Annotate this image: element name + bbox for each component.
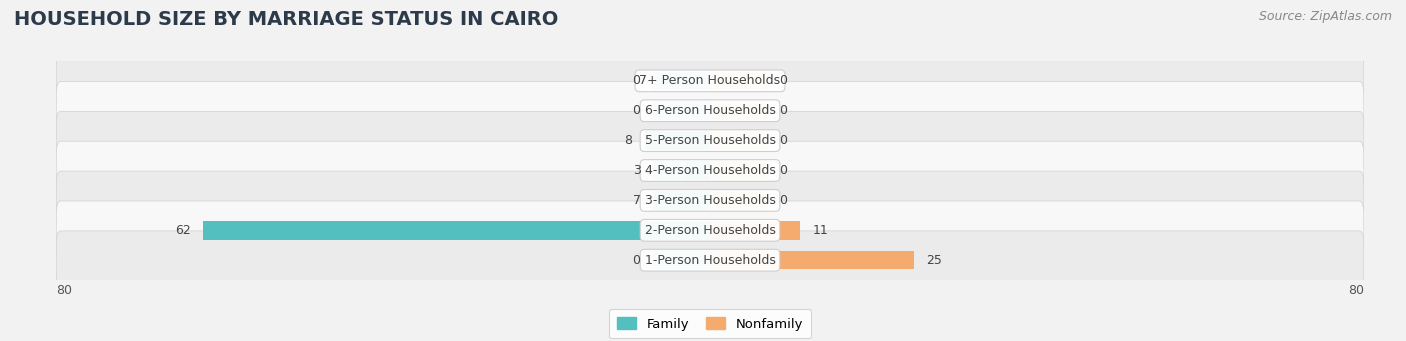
FancyBboxPatch shape — [56, 231, 1364, 290]
Text: 1-Person Households: 1-Person Households — [644, 254, 776, 267]
Bar — [710, 221, 768, 240]
Text: 0: 0 — [779, 74, 787, 87]
Bar — [204, 221, 710, 240]
Text: 6-Person Households: 6-Person Households — [644, 104, 776, 117]
Text: 0: 0 — [633, 104, 641, 117]
Text: 62: 62 — [176, 224, 191, 237]
Bar — [710, 131, 768, 150]
Text: 0: 0 — [633, 254, 641, 267]
FancyBboxPatch shape — [56, 111, 1364, 170]
Bar — [710, 251, 768, 269]
Text: 2-Person Households: 2-Person Households — [644, 224, 776, 237]
FancyBboxPatch shape — [56, 51, 1364, 110]
Text: 80: 80 — [56, 283, 72, 297]
Text: 0: 0 — [633, 74, 641, 87]
Bar — [652, 221, 710, 240]
Text: 11: 11 — [813, 224, 828, 237]
Bar — [652, 101, 710, 120]
Text: 0: 0 — [779, 104, 787, 117]
Text: 25: 25 — [927, 254, 942, 267]
Text: 4-Person Households: 4-Person Households — [644, 164, 776, 177]
Bar — [710, 72, 768, 90]
Bar — [710, 191, 768, 210]
Bar — [710, 221, 800, 240]
Bar — [686, 161, 710, 180]
FancyBboxPatch shape — [56, 201, 1364, 260]
Bar — [652, 72, 710, 90]
Text: 3-Person Households: 3-Person Households — [644, 194, 776, 207]
Bar — [652, 161, 710, 180]
Text: 0: 0 — [779, 164, 787, 177]
Bar — [652, 251, 710, 269]
Text: 7: 7 — [633, 194, 641, 207]
FancyBboxPatch shape — [56, 81, 1364, 140]
Bar — [710, 251, 914, 269]
Bar — [652, 131, 710, 150]
Bar — [710, 161, 768, 180]
Bar — [652, 191, 710, 210]
FancyBboxPatch shape — [56, 171, 1364, 230]
FancyBboxPatch shape — [56, 141, 1364, 200]
Text: 0: 0 — [779, 194, 787, 207]
Text: 7+ Person Households: 7+ Person Households — [640, 74, 780, 87]
Text: 0: 0 — [779, 134, 787, 147]
Text: 80: 80 — [1348, 283, 1364, 297]
Text: 5-Person Households: 5-Person Households — [644, 134, 776, 147]
Bar — [710, 101, 768, 120]
Text: HOUSEHOLD SIZE BY MARRIAGE STATUS IN CAIRO: HOUSEHOLD SIZE BY MARRIAGE STATUS IN CAI… — [14, 10, 558, 29]
Text: Source: ZipAtlas.com: Source: ZipAtlas.com — [1258, 10, 1392, 23]
Bar — [644, 131, 710, 150]
Bar — [652, 191, 710, 210]
Legend: Family, Nonfamily: Family, Nonfamily — [609, 309, 811, 339]
Text: 8: 8 — [624, 134, 633, 147]
Text: 3: 3 — [633, 164, 641, 177]
